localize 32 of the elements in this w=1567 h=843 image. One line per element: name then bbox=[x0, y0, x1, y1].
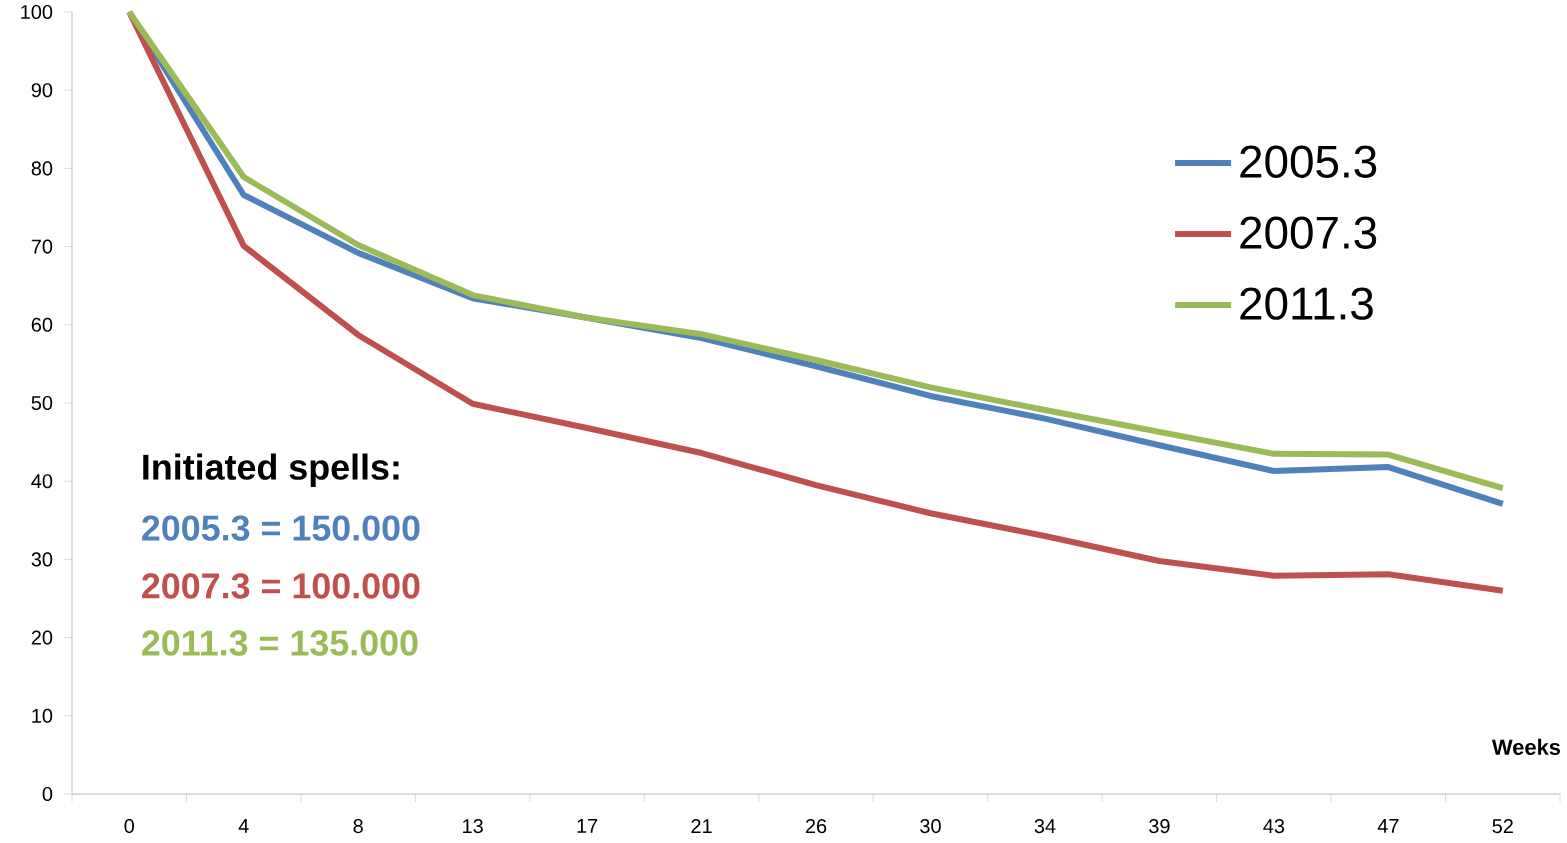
x-tick-label: 39 bbox=[1149, 819, 1170, 834]
x-axis-title: Weeks bbox=[1491, 738, 1561, 755]
y-tick-label: 20 bbox=[31, 630, 53, 645]
x-tick-label: 30 bbox=[920, 819, 941, 834]
y-tick-label: 0 bbox=[42, 786, 53, 802]
x-tick-label: 26 bbox=[805, 819, 827, 834]
x-tick-label: 0 bbox=[124, 819, 134, 834]
legend-label: 2005.3 bbox=[1240, 145, 1377, 178]
x-tick-label: 52 bbox=[1492, 819, 1513, 834]
annotation: 2005.3 = 150.000 bbox=[142, 515, 420, 541]
x-tick-label: 13 bbox=[463, 819, 483, 834]
annotation: Initiated spells: bbox=[143, 453, 399, 487]
y-tick-label: 60 bbox=[31, 317, 53, 332]
x-tick-label: 4 bbox=[238, 819, 249, 833]
y-tick-label: 80 bbox=[31, 161, 53, 176]
legend-label: 2007.3 bbox=[1240, 216, 1377, 249]
y-tick-label: 90 bbox=[31, 83, 53, 98]
y-tick-label: 50 bbox=[31, 395, 53, 411]
x-tick-label: 17 bbox=[577, 819, 598, 833]
x-tick-label: 21 bbox=[691, 819, 712, 833]
x-tick-label: 34 bbox=[1034, 819, 1056, 834]
y-tick-label: 70 bbox=[31, 239, 53, 254]
y-tick-label: 10 bbox=[32, 708, 53, 723]
annotation: 2007.3 = 100.000 bbox=[142, 573, 420, 599]
y-tick-label: 40 bbox=[31, 474, 53, 489]
annotation: 2011.3 = 135.000 bbox=[142, 630, 418, 656]
x-tick-label: 8 bbox=[353, 819, 363, 834]
y-tick-label: 100 bbox=[21, 4, 53, 20]
y-tick-label: 30 bbox=[31, 552, 53, 567]
legend-label: 2011.3 bbox=[1240, 287, 1373, 320]
x-tick-label: 43 bbox=[1263, 819, 1285, 834]
x-tick-label: 47 bbox=[1377, 819, 1399, 833]
